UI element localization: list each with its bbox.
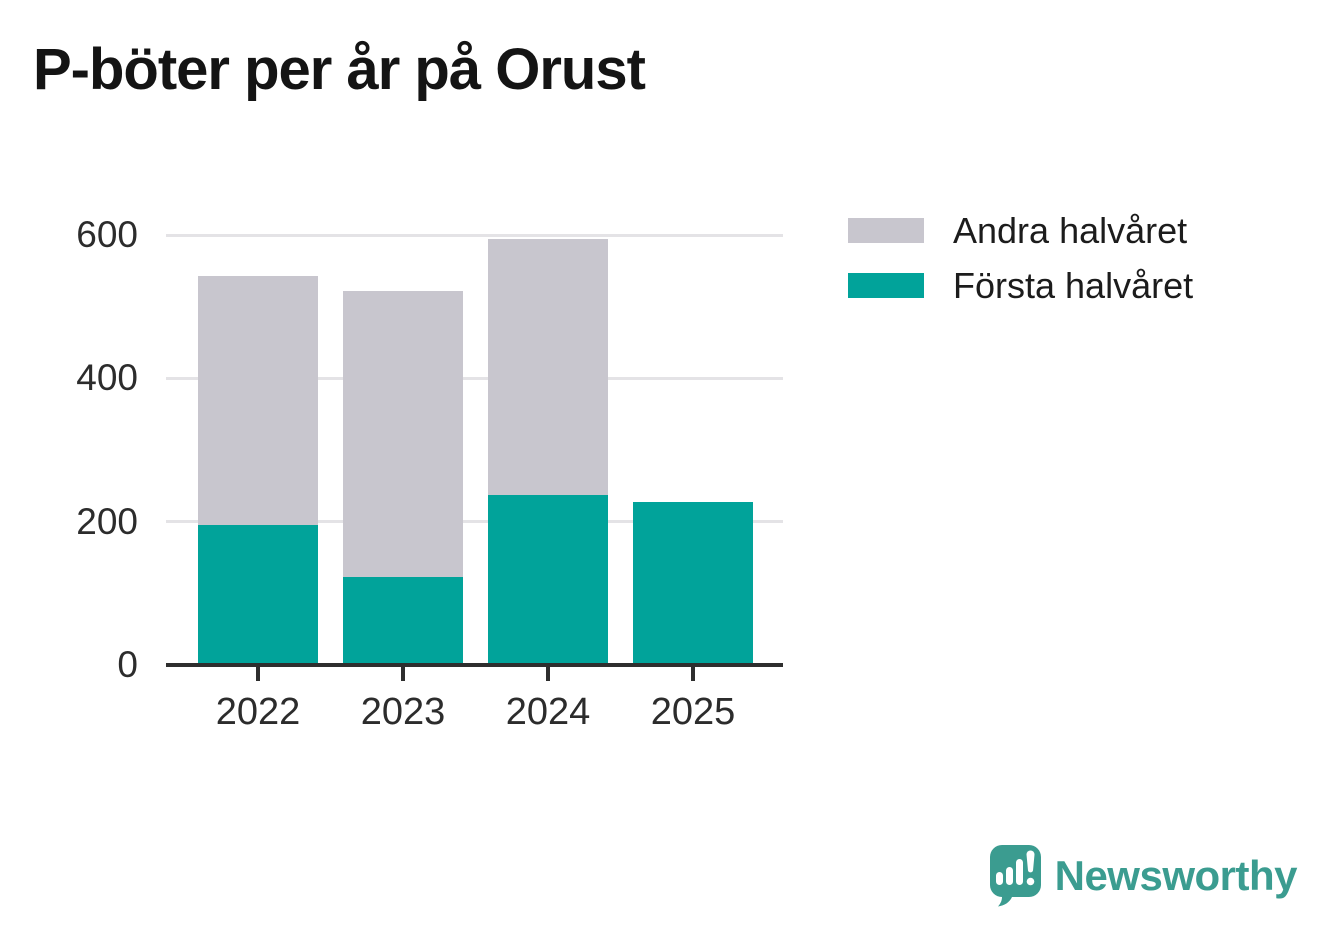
x-tick-2024 [546,667,550,681]
chart-title: P-böter per år på Orust [33,37,646,102]
bar-2023-andra-halvaret [343,290,463,577]
x-tick-2022 [256,667,260,681]
bar-2022-forsta-halvaret [198,524,318,665]
newsworthy-logo-text: Newsworthy [1054,852,1298,899]
x-axis-line [166,663,783,667]
legend: Andra halvåret Första halvåret [848,210,1193,328]
bar-2023-forsta-halvaret [343,576,463,665]
bar-2022-andra-halvaret [198,275,318,525]
legend-label-forsta-halvaret: Första halvåret [953,264,1194,306]
x-tick-2023 [401,667,405,681]
legend-swatch-andra-halvaret [848,218,924,243]
logo-exclamation-dot [1026,877,1034,886]
newsworthy-chart-bubble-icon [989,845,1041,907]
legend-item-andra-halvaret: Andra halvåret [848,210,1193,251]
logo-bar-medium [1005,867,1013,885]
y-tick-label-600: 600 [76,214,138,255]
x-tick-2025 [691,667,695,681]
gridline-600 [166,233,783,237]
plot-area: 0 200 400 600 2022 2023 2024 2025 [76,214,783,733]
gridline-200 [166,520,783,524]
x-tick-label-2025: 2025 [650,691,736,733]
y-tick-label-200: 200 [76,500,138,542]
logo-bar-large [1015,859,1023,885]
logo-exclamation-bar [1026,850,1035,873]
x-tick-label-2023: 2023 [360,691,446,733]
gridline-400 [166,376,783,380]
logo-bar-small [995,872,1003,885]
legend-swatch-forsta-halvaret [848,273,924,298]
bar-2024-andra-halvaret [488,239,608,496]
legend-item-forsta-halvaret: Första halvåret [848,265,1193,306]
y-tick-label-400: 400 [76,357,138,399]
x-tick-label-2024: 2024 [505,691,591,733]
bar-2025-forsta-halvaret [633,501,753,665]
newsworthy-branding: Newsworthy [987,845,1298,907]
bar-2024-forsta-halvaret [488,495,608,665]
y-tick-label-0: 0 [117,644,138,685]
x-tick-label-2022: 2022 [215,691,301,733]
legend-label-andra-halvaret: Andra halvåret [953,209,1188,251]
